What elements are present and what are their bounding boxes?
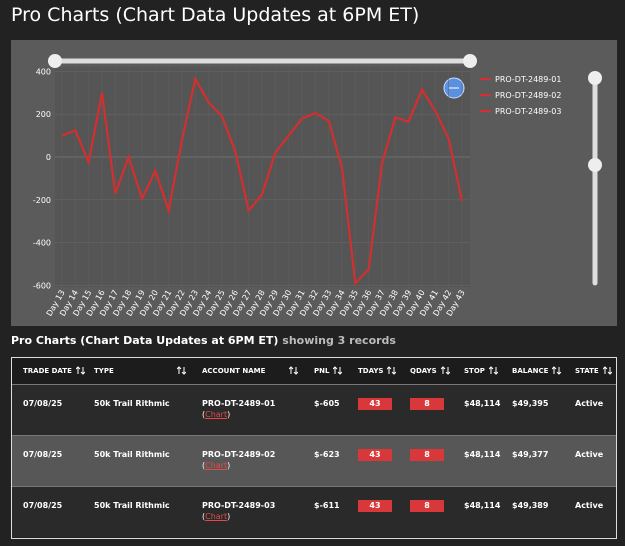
paren: (	[202, 461, 206, 470]
sort-icon[interactable]	[333, 366, 343, 375]
slider-handle[interactable]	[588, 71, 602, 85]
column-header: ACCOUNT NAME	[202, 367, 266, 375]
cell: $48,114	[464, 450, 501, 459]
sort-icon[interactable]	[602, 366, 612, 375]
cell: PRO-DT-2489-02	[202, 450, 276, 459]
cell: Active	[575, 450, 604, 459]
cell: $-605	[314, 399, 340, 408]
days-badge: 8	[410, 500, 444, 512]
cell: Active	[575, 399, 604, 408]
cell: $-623	[314, 450, 340, 459]
slider-handle[interactable]	[588, 158, 602, 172]
paren: )	[227, 461, 231, 470]
column-header: BALANCE	[512, 367, 549, 375]
chart-link-wrap: (Chart)	[202, 512, 230, 521]
cell: 50k Trail Rithmic	[94, 501, 170, 510]
y-tick-label: 200	[36, 110, 51, 119]
sort-icon[interactable]	[289, 366, 298, 375]
y-tick-label: -600	[33, 281, 51, 290]
days-badge: 43	[358, 449, 392, 461]
header-row: TRADE DATE TYPE ACCOUNT NAME PNL TDAYS QDAYS S…	[12, 358, 616, 384]
column-header: STOP	[464, 367, 485, 375]
cell: $-611	[314, 501, 340, 510]
cell: 07/08/25	[23, 399, 63, 408]
column-header: TDAYS	[358, 367, 384, 375]
table-row: 07/08/25 50k Trail Rithmic PRO-DT-2489-02 (…	[12, 435, 616, 486]
chart-link[interactable]: Chart	[205, 512, 228, 521]
paren: (	[202, 512, 206, 521]
record-count: showing 3 records	[282, 334, 396, 347]
sort-icon[interactable]	[488, 366, 498, 375]
chart-link-wrap: (Chart)	[202, 461, 230, 470]
table-row: 07/08/25 50k Trail Rithmic PRO-DT-2489-01 (…	[12, 384, 616, 435]
sort-icon[interactable]	[440, 366, 450, 375]
table: TRADE DATE TYPE ACCOUNT NAME PNL TDAYS QDAYS S…	[11, 357, 617, 539]
plot-area	[55, 67, 470, 287]
days-badge: 8	[410, 449, 444, 461]
sort-icon[interactable]	[387, 366, 397, 375]
section-title: Pro Charts (Chart Data Updates at 6PM ET…	[11, 334, 279, 347]
cell: 07/08/25	[23, 501, 63, 510]
cell: 07/08/25	[23, 450, 63, 459]
days-badge: 43	[358, 398, 392, 410]
section-heading: Pro Charts (Chart Data Updates at 6PM ET…	[11, 334, 396, 347]
cell: $49,395	[512, 399, 549, 408]
paren: )	[227, 410, 231, 419]
chart-link-wrap: (Chart)	[202, 410, 230, 419]
slider-handle[interactable]	[48, 54, 62, 68]
cell: $49,389	[512, 501, 549, 510]
y-tick-label: 0	[46, 153, 51, 162]
cell: Active	[575, 501, 604, 510]
chart-link[interactable]: Chart	[205, 410, 228, 419]
column-header: STATE	[575, 367, 599, 375]
column-header: TYPE	[94, 367, 114, 375]
y-tick-label: -400	[33, 239, 51, 248]
cell: $48,114	[464, 399, 501, 408]
legend-label: PRO-DT-2489-01	[495, 75, 561, 84]
chart-link[interactable]: Chart	[205, 461, 228, 470]
cell: $49,377	[512, 450, 549, 459]
paren: )	[227, 512, 231, 521]
cell: PRO-DT-2489-01	[202, 399, 276, 408]
column-header: TRADE DATE	[23, 367, 72, 375]
page-title: Pro Charts (Chart Data Updates at 6PM ET…	[11, 4, 420, 26]
y-tick-label: -200	[33, 196, 51, 205]
series-line	[61, 76, 463, 286]
days-badge: 43	[358, 500, 392, 512]
legend-label: PRO-DT-2489-03	[495, 107, 561, 116]
cell: PRO-DT-2489-03	[202, 501, 276, 510]
slider-handle[interactable]	[463, 54, 477, 68]
y-tick-label: 400	[36, 67, 51, 76]
sort-icon[interactable]	[75, 366, 85, 375]
cell: $48,114	[464, 501, 501, 510]
cell: 50k Trail Rithmic	[94, 399, 170, 408]
legend-label: PRO-DT-2489-02	[495, 91, 561, 100]
sort-icon[interactable]	[552, 366, 562, 375]
chart-panel: -600 -400 -200 0 200 400 Day 13 Day 14 Day 15 Day…	[11, 40, 617, 326]
cell: 50k Trail Rithmic	[94, 450, 170, 459]
sort-icon[interactable]	[177, 366, 186, 375]
column-header: QDAYS	[410, 367, 437, 375]
column-header: PNL	[314, 367, 330, 375]
table-row: 07/08/25 50k Trail Rithmic PRO-DT-2489-03 (…	[12, 486, 616, 537]
days-badge: 8	[410, 398, 444, 410]
paren: (	[202, 410, 206, 419]
